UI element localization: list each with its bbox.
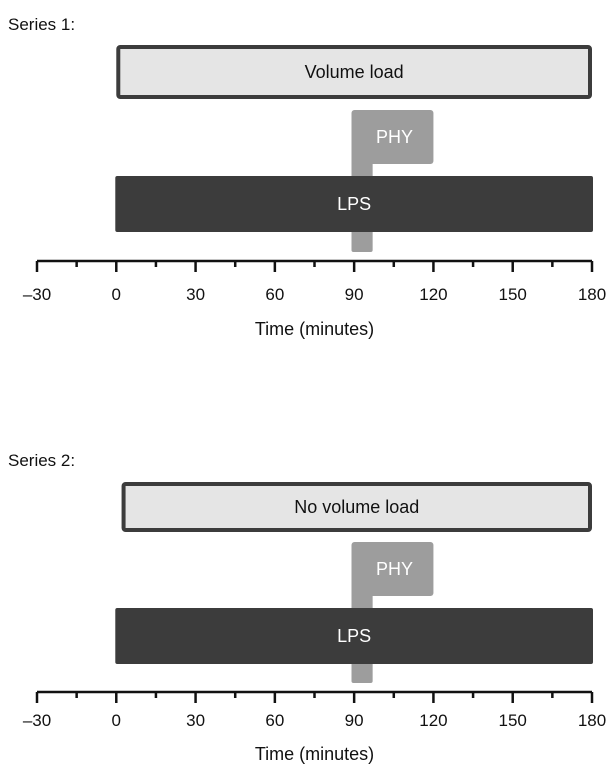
axis-tick-label: 180 [578, 711, 606, 730]
axis-tick-label: 0 [112, 711, 121, 730]
series-1-axis-title: Time (minutes) [255, 319, 374, 339]
series-1-lps-bar [115, 176, 594, 232]
axis-tick-label: 0 [112, 285, 121, 304]
series-2-lps-bar [115, 608, 594, 664]
axis-tick-label: 30 [186, 285, 205, 304]
axis-tick-label: –30 [23, 285, 51, 304]
axis-tick-label: 90 [345, 711, 364, 730]
series-2-volume-bar [121, 482, 592, 532]
series-1-panel: Series 1: Volume load PHY LPS –30 0 30 60 90… [8, 15, 606, 339]
series-2-title: Series 2: [8, 451, 75, 470]
axis-tick-label: 150 [499, 285, 527, 304]
series-2-phy-bar [351, 542, 434, 596]
series-2-time-axis: –30 0 30 60 90 120 150 180 [23, 690, 606, 730]
axis-tick-label: 120 [419, 711, 447, 730]
axis-tick-label: 90 [345, 285, 364, 304]
series-1-volume-label: Volume load [305, 62, 404, 82]
series-1-phy-bar [351, 110, 434, 164]
series-2-phy-label: PHY [376, 559, 413, 579]
series-1-lps-label: LPS [337, 194, 371, 214]
series-2-lps-label: LPS [337, 626, 371, 646]
series-1-phy-label: PHY [376, 127, 413, 147]
series-2-panel: Series 2: No volume load PHY LPS –30 0 30 6… [8, 451, 606, 764]
axis-tick-label: 30 [186, 711, 205, 730]
axis-tick-label: 60 [265, 711, 284, 730]
axis-tick-label: 180 [578, 285, 606, 304]
series-2-axis-title: Time (minutes) [255, 744, 374, 764]
series-1-time-axis: –30 0 30 60 90 120 150 180 [23, 259, 606, 304]
axis-tick-label: –30 [23, 711, 51, 730]
axis-tick-label: 60 [265, 285, 284, 304]
series-2-volume-label: No volume load [294, 497, 419, 517]
axis-tick-label: 150 [499, 711, 527, 730]
series-1-title: Series 1: [8, 15, 75, 34]
series-1-volume-bar [116, 45, 593, 99]
axis-tick-label: 120 [419, 285, 447, 304]
